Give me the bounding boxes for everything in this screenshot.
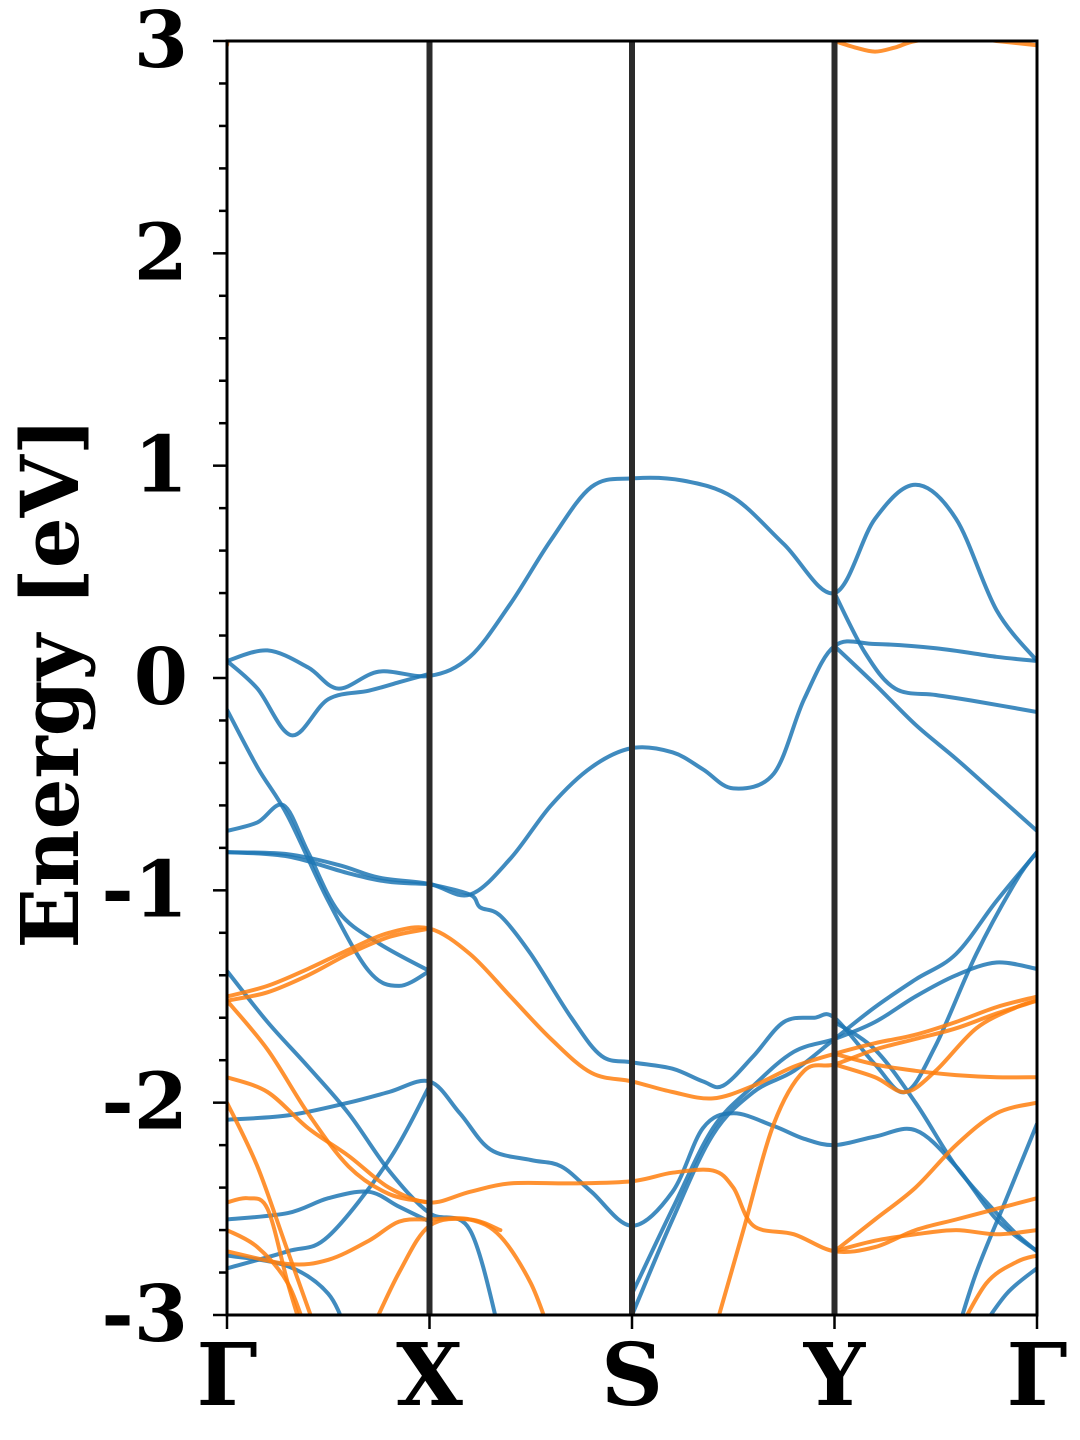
blue-band-line [227,707,432,988]
high-symmetry-lines [426,41,838,1315]
x-tick-label: X [396,1325,463,1426]
y-tick-label: -2 [101,1057,188,1148]
y-tick-label: -1 [101,844,188,935]
orange-band-line [376,1216,503,1315]
orange-band-line [832,998,1037,1095]
x-tick-label: S [601,1325,663,1426]
y-tick-label: 2 [134,207,188,298]
x-tick-label: Y [803,1325,867,1426]
blue-band-line [227,850,432,886]
blue-band-line [227,1078,1037,1254]
orange-band-line [227,1228,303,1315]
blue-band-line [227,802,432,973]
orange-band-line [964,1253,1037,1315]
orange-band-line [832,41,1037,54]
orange-band-line [227,1216,546,1315]
y-tick-label: -3 [101,1269,188,1360]
y-axis-title: Energy [eV] [3,417,97,948]
orange-band-line [832,1100,1037,1254]
blue-band-line [227,475,1037,691]
blue-band-line [227,969,498,1315]
orange-band-line [717,998,1037,1315]
blue-band-line [832,1020,1037,1254]
blue-band-line [832,591,1037,714]
y-tick-label: 1 [134,420,188,511]
orange-band-line [227,998,432,1205]
blue-band-line [227,659,432,738]
band-lines [227,41,1037,1315]
x-tick-label: Γ [196,1325,257,1426]
orange-band-line [227,926,432,1003]
blue-band-line [427,850,1037,1095]
blue-band-line [227,1083,432,1271]
y-axis-ticks: 3 2 1 0 -1 -2 -3 [101,0,227,1360]
y-tick-label: 3 [134,0,188,86]
y-tick-label: 0 [134,632,188,723]
blue-band-line [988,1266,1037,1315]
blue-band-line [832,644,1037,833]
blue-band-line [227,639,1037,898]
blue-band-line [227,1189,432,1224]
orange-band-line [832,1228,1037,1254]
orange-band-line [227,1100,313,1315]
x-tick-label: Γ [1006,1325,1067,1426]
orange-band-line [227,1196,300,1315]
